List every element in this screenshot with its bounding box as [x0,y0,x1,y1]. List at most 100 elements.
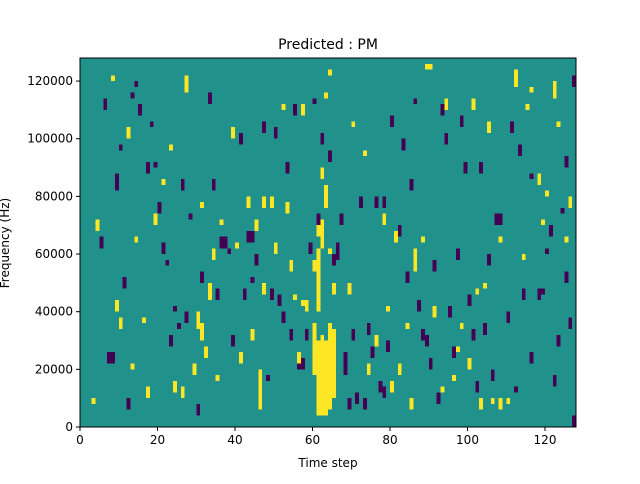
heatmap-cell-low [572,75,577,87]
heatmap-cell-low [564,156,569,168]
heatmap-cell-high [475,288,480,295]
heatmap-cell-high [421,236,425,243]
heatmap-cell-low [277,294,282,306]
heatmap-cell-high [564,236,569,243]
heatmap-cell-high [169,144,174,151]
heatmap-cell-low [122,277,127,289]
heatmap-cell-high [455,346,460,353]
heatmap-cell-high [541,219,546,226]
heatmap-cell-high [320,334,325,416]
heatmap-cell-low [347,398,352,410]
heatmap-cell-low [250,277,255,283]
heatmap-cell-high [432,305,437,318]
heatmap-cell-high [525,104,530,110]
heatmap-cell-high [91,398,96,404]
heatmap-cell-high [452,375,456,381]
heatmap-cell-high [215,375,220,381]
heatmap-cell-low [227,248,232,255]
heatmap-cell-high [486,121,491,133]
y-tick-label: 40000 [35,305,73,319]
heatmap-cell-low [285,161,290,174]
heatmap-cell-low [211,179,216,191]
heatmap-cell-low [432,259,437,272]
heatmap-cell-low [370,346,375,358]
x-axis-label: Time step [297,456,357,470]
heatmap-cell-low [436,392,441,404]
heatmap-cell-low [200,271,205,283]
heatmap-cell-high [134,236,139,243]
heatmap-cell-low [440,104,445,116]
chart-title: Predicted : PM [278,37,378,53]
heatmap-cell-low [545,248,549,255]
heatmap-cell-low [273,127,278,139]
heatmap-cell-low [351,328,356,341]
heatmap-cell-low [262,121,267,133]
heatmap-cell-high [331,282,336,295]
heatmap-cell-low [320,132,325,145]
heatmap-cell-low [386,340,391,353]
heatmap-cell-low [428,357,433,370]
heatmap-cell-low [165,259,170,266]
y-tick-label: 20000 [35,362,73,376]
heatmap-cell-high [397,363,402,376]
heatmap-cell-low [250,230,255,243]
heatmap-cell-high [366,363,371,376]
heatmap-cell-high [386,305,391,312]
heatmap-cell-low [308,242,313,255]
heatmap-cell-low [219,236,224,249]
heatmap-cell-high [331,328,336,399]
heatmap-cell-high [483,282,487,289]
heatmap-cell-high [405,323,410,329]
x-tick-label: 40 [227,433,242,447]
heatmap-cell-low [483,323,487,335]
heatmap-cell-low [362,398,367,410]
heatmap-cell-high [374,334,379,347]
heatmap-cell-low [138,104,143,116]
heatmap-cell-high [273,242,278,255]
heatmap-cell-low [514,386,518,393]
heatmap-cell-high [328,323,332,410]
heatmap-cell-low [339,213,344,226]
heatmap-cell-low [300,357,305,370]
x-tick-label: 20 [150,433,165,447]
heatmap-cell-high [324,184,329,208]
heatmap-cell-low [568,317,573,329]
heatmap-cell-high [545,190,549,197]
heatmap-cell-high [498,398,503,410]
heatmap-cell-high [211,248,216,260]
heatmap-cell-low [188,213,193,220]
heatmap-cell-low [157,202,162,214]
heatmap-cell-high [324,340,329,416]
heatmap-cell-low [196,403,201,416]
heatmap-cell-low [207,92,212,105]
heatmap-cell-low [107,352,112,364]
heatmap-cell-high [568,196,573,208]
heatmap-cell-high [231,127,236,139]
heatmap-cell-low [242,288,247,301]
heatmap-cell-low [479,161,484,174]
heatmap-cell-high [312,323,317,376]
heatmap-cell-low [572,415,577,427]
heatmap-cell-low [401,138,406,151]
heatmap-cell-high [316,225,321,237]
heatmap-cell-high [293,294,298,301]
heatmap-cell-low [475,380,480,393]
heatmap-cell-high [200,202,205,208]
heatmap-cell-high [153,213,158,226]
heatmap-cell-low [312,98,317,105]
heatmap-cell-low [564,271,569,283]
x-tick-label: 60 [305,433,320,447]
heatmap-cell-high [506,398,511,404]
heatmap-cell-high [556,121,561,128]
heatmap-cell-low [180,179,185,191]
heatmap-cell-low [366,323,371,335]
plot-area [79,57,577,428]
heatmap-cell-low [145,161,150,174]
heatmap-cell-high [219,219,224,226]
heatmap-cell-low [490,369,495,381]
heatmap-cell-high [250,328,255,341]
heatmap-cell-high [200,323,205,341]
x-tick-label: 0 [76,433,84,447]
